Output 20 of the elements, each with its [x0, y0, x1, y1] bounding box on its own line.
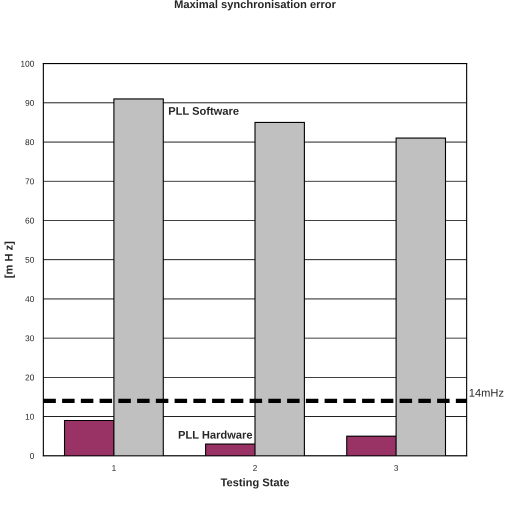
- ref-line-label: 14mHz: [470, 388, 504, 397]
- y-tick-label: 30: [25, 335, 34, 342]
- y-tick-label: 10: [26, 414, 34, 420]
- y-tick-label: 60: [25, 218, 34, 224]
- y-tick-label: 0: [30, 453, 34, 459]
- y-tick-label: 70: [25, 178, 34, 184]
- y-tick-label: 50: [25, 256, 34, 263]
- chart-title: Maximal synchronisation error: [174, 0, 336, 10]
- y-tick-label: 100: [21, 60, 34, 67]
- y-tick-label: 40: [25, 296, 34, 302]
- y-tick-label: 90: [25, 100, 34, 106]
- series-label: PLL Software: [168, 106, 239, 115]
- y-tick-label: 20: [25, 374, 34, 380]
- x-tick-label: 2: [253, 465, 257, 471]
- y-tick-label: 80: [25, 139, 34, 146]
- x-tick-label: 3: [394, 465, 398, 471]
- series-label: PLL Hardware: [178, 430, 252, 439]
- y-axis-title: [m H z]: [4, 242, 15, 278]
- x-axis-title: Testing State: [220, 478, 290, 489]
- x-tick-label: 1: [112, 465, 116, 471]
